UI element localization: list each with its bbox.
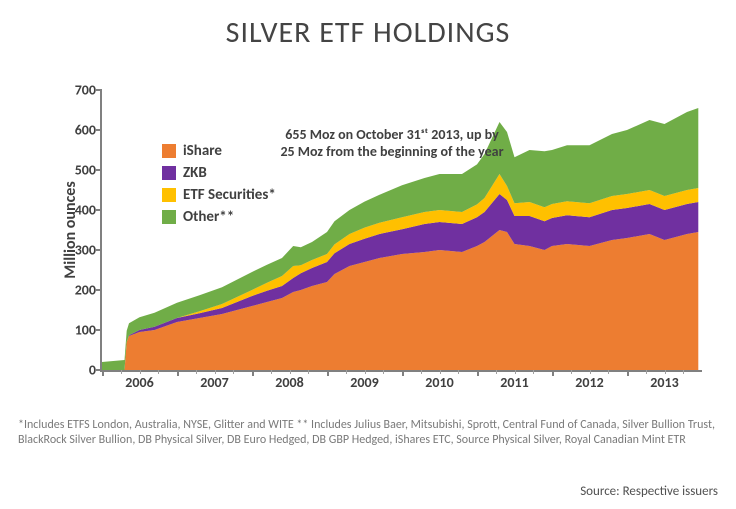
y-tick-mark [96,329,102,331]
y-tick-mark [96,209,102,211]
x-minor-tick [346,370,347,374]
y-axis-label: Million ounces [61,181,80,278]
y-tick-label: 500 [75,162,96,179]
y-tick-label: 600 [75,122,96,139]
x-minor-tick [665,370,666,374]
x-minor-tick [515,370,516,374]
y-tick-mark [96,129,102,131]
x-tick-mark [102,370,104,376]
x-minor-tick [140,370,141,374]
x-tick-mark [252,370,254,376]
x-minor-tick [196,370,197,374]
x-minor-tick [646,370,647,374]
x-minor-tick [683,370,684,374]
x-minor-tick [458,370,459,374]
legend-swatch [162,166,176,180]
footnote-text: *Includes ETFS London, Australia, NYSE, … [18,418,718,448]
x-minor-tick [533,370,534,374]
x-tick-mark [477,370,479,376]
legend-label: iShare [183,142,222,160]
x-minor-tick [158,370,159,374]
x-minor-tick [383,370,384,374]
legend-item: ZKB [162,164,276,182]
legend-swatch [162,188,176,202]
x-minor-tick [233,370,234,374]
x-tick-label: 2008 [275,374,303,391]
legend: iShare ZKB ETF Securities* Other** [162,142,276,230]
x-minor-tick [121,370,122,374]
legend-swatch [162,210,176,224]
legend-label: ETF Securities* [183,186,276,204]
x-tick-label: 2013 [650,374,678,391]
x-tick-mark [627,370,629,376]
y-tick-mark [96,89,102,91]
x-minor-tick [590,370,591,374]
x-minor-tick [365,370,366,374]
y-tick-mark [96,249,102,251]
x-minor-tick [571,370,572,374]
x-minor-tick [215,370,216,374]
x-minor-tick [440,370,441,374]
y-tick-label: 700 [75,82,96,99]
x-tick-mark [402,370,404,376]
x-minor-tick [496,370,497,374]
annotation-line-2: 25 Moz from the beginning of the year [280,143,503,160]
y-tick-mark [96,169,102,171]
x-minor-tick [608,370,609,374]
source-text: Source: Respective issuers [580,484,718,499]
y-tick-label: 200 [75,282,96,299]
x-tick-label: 2010 [425,374,453,391]
plot-area: 655 Moz on October 31ˢᵗ 2013, up by 25 M… [100,90,702,372]
x-tick-mark [177,370,179,376]
y-tick-label: 400 [75,202,96,219]
x-tick-label: 2009 [350,374,378,391]
x-tick-label: 2007 [200,374,228,391]
annotation-callout: 655 Moz on October 31ˢᵗ 2013, up by 25 M… [280,126,503,160]
legend-label: ZKB [183,164,207,182]
x-minor-tick [290,370,291,374]
x-minor-tick [308,370,309,374]
legend-item: ETF Securities* [162,186,276,204]
x-tick-mark [552,370,554,376]
x-minor-tick [271,370,272,374]
chart-title: SILVER ETF HOLDINGS [0,14,736,51]
x-tick-label: 2006 [125,374,153,391]
chart-container: Million ounces 655 Moz on October 31ˢᵗ 2… [70,60,710,400]
y-tick-label: 0 [89,362,96,379]
legend-item: iShare [162,142,276,160]
y-tick-label: 100 [75,322,96,339]
x-tick-label: 2011 [500,374,528,391]
y-tick-mark [96,289,102,291]
legend-label: Other** [183,208,234,226]
legend-item: Other** [162,208,276,226]
x-minor-tick [421,370,422,374]
x-tick-mark [327,370,329,376]
x-tick-label: 2012 [575,374,603,391]
annotation-line-1: 655 Moz on October 31ˢᵗ 2013, up by [280,126,503,143]
legend-swatch [162,144,176,158]
y-tick-label: 300 [75,242,96,259]
